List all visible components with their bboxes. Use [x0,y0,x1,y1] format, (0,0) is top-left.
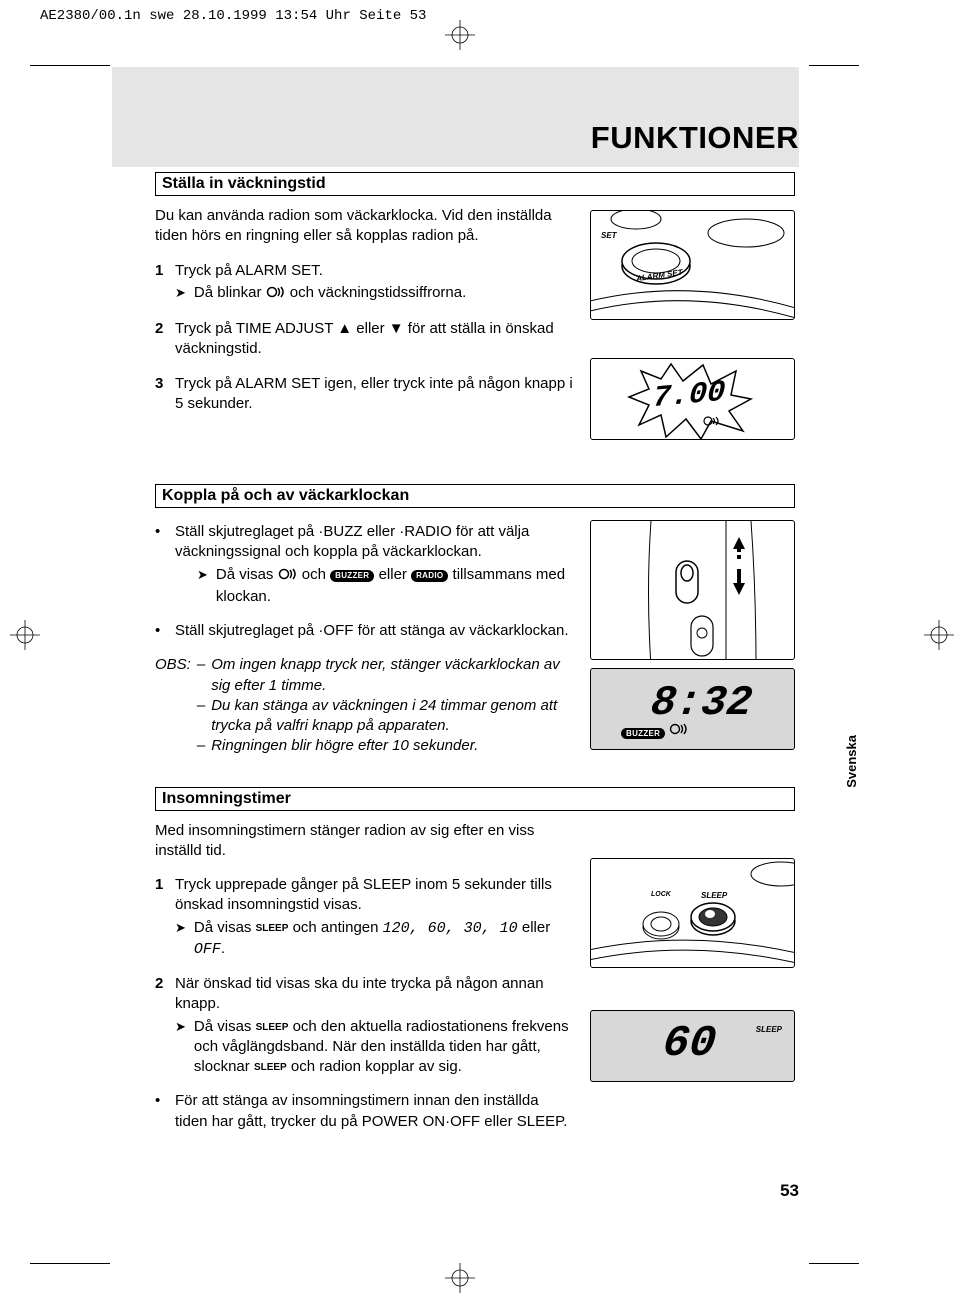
text: eller [522,919,550,936]
language-tab: Svenska [844,735,859,788]
sleep-options: 120, 60, 30, 10 [383,920,518,937]
reg-mark-top [445,20,465,40]
section2-obs: OBS:–Om ingen knapp tryck ner, stänger v… [155,655,575,756]
off-option: OFF [194,941,221,958]
page-number: 53 [780,1181,799,1201]
alarm-icon [266,285,286,305]
bullet-icon: • [155,1091,167,1132]
arrow-icon: ➤ [175,918,186,937]
section1-step3: 3 Tryck på ALARM SET igen, eller tryck i… [155,374,575,415]
arrow-icon: ➤ [175,1017,186,1036]
section3-heading: Insomningstimer [155,787,795,811]
arrow-icon: ➤ [175,283,186,302]
radio-pill: RADIO [411,570,448,583]
sleep-label: SLEEP [254,1062,287,1073]
text: Då visas [194,1018,252,1035]
section2-bullet1: • Ställ skjutreglaget på ·BUZZ eller ·RA… [155,522,575,563]
section1-step2: 2 Tryck på TIME ADJUST ▲ eller ▼ för att… [155,319,575,360]
step-text: Tryck upprepade gånger på SLEEP inom 5 s… [175,875,575,916]
crop-line [30,65,110,66]
step-text: Tryck på ALARM SET. [175,261,323,281]
text: Då blinkar [194,284,262,301]
reg-mark-right [924,620,944,640]
crop-line [809,1263,859,1264]
obs-text: Ringningen blir högre efter 10 sekunder. [211,736,478,756]
reg-mark-bottom [445,1263,465,1283]
text: och [302,566,326,583]
section3-intro: Med insomningstimern stänger radion av s… [155,821,575,862]
section3-step1: 1 Tryck upprepade gånger på SLEEP inom 5… [155,875,575,916]
section2-heading: Koppla på och av väckarklockan [155,484,795,508]
section2-bullet1-result: ➤ Då visas och BUZZER eller RADIO tillsa… [197,565,597,608]
alarm-icon [278,567,298,587]
section1-step1: 1 Tryck på ALARM SET. [155,261,575,281]
section1-step1-result: ➤ Då blinkar och väckningstidssiffrorna. [175,283,575,305]
print-header: AE2380/00.1n swe 28.10.1999 13:54 Uhr Se… [40,8,426,24]
text: och antingen [293,919,379,936]
step-text: När önskad tid visas ska du inte trycka … [175,974,575,1015]
step-number: 1 [155,875,167,916]
bullet-text: Ställ skjutreglaget på ·OFF för att stän… [175,621,569,641]
text: och radion kopplar av sig. [291,1058,462,1075]
bullet-icon: • [155,522,167,563]
text: Då visas [194,919,252,936]
buzzer-pill: BUZZER [330,570,374,583]
text: eller [379,566,407,583]
step-number: 1 [155,261,167,281]
reg-mark-left [10,620,30,640]
crop-line [30,1263,110,1264]
step-number: 3 [155,374,167,415]
bullet-text: För att stänga av insomningstimern innan… [175,1091,575,1132]
page-title: FUNKTIONER [591,120,799,156]
text: och väckningstidssiffrorna. [290,284,466,301]
arrow-icon: ➤ [197,565,208,584]
bullet-icon: • [155,621,167,641]
crop-line [809,65,859,66]
section3-step1-result: ➤ Då visas SLEEP och antingen 120, 60, 3… [175,918,575,961]
section3-bullet1: • För att stänga av insomningstimern inn… [155,1091,575,1132]
text: Då visas [216,566,274,583]
step-number: 2 [155,974,167,1015]
section3-step2-result: ➤ Då visas SLEEP och den aktuella radios… [175,1017,575,1078]
step-text: Tryck på ALARM SET igen, eller tryck int… [175,374,575,415]
section1-heading: Ställa in väckningstid [155,172,795,196]
section2-bullet2: • Ställ skjutreglaget på ·OFF för att st… [155,621,575,641]
obs-label: OBS: [155,655,191,696]
sleep-label: SLEEP [256,923,289,934]
step-text: Tryck på TIME ADJUST ▲ eller ▼ för att s… [175,319,575,360]
obs-text: Du kan stänga av väckningen i 24 timmar … [211,696,575,737]
section3-step2: 2 När önskad tid visas ska du inte tryck… [155,974,575,1015]
section1-intro: Du kan använda radion som väckarklocka. … [155,206,575,247]
obs-text: Om ingen knapp tryck ner, stänger väckar… [211,655,575,696]
sleep-label: SLEEP [256,1022,289,1033]
bullet-text: Ställ skjutreglaget på ·BUZZ eller ·RADI… [175,522,575,563]
step-number: 2 [155,319,167,360]
